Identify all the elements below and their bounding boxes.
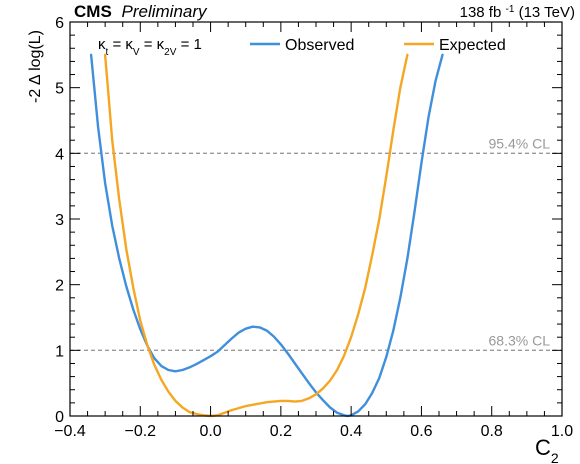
series-line-observed <box>89 53 444 418</box>
y-tick-label: 6 <box>55 15 64 32</box>
legend-label-observed: Observed <box>285 37 354 54</box>
y-tick-label: 1 <box>55 343 64 360</box>
x-axis-label: C2 <box>535 435 559 464</box>
experiment-label: CMS <box>74 2 112 21</box>
svg-text:CMS Preliminary: CMS Preliminary <box>74 2 208 21</box>
series-line-expected <box>103 53 409 418</box>
x-tick-label: −0.2 <box>124 423 156 440</box>
status-label: Preliminary <box>122 2 209 21</box>
legend-label-expected: Expected <box>439 37 506 54</box>
x-tick-label: 0.4 <box>340 423 362 440</box>
coupling-condition-label: κt = κV = κ2V = 1 <box>98 36 202 58</box>
reference-line-label-1: 68.3% CL <box>489 332 551 348</box>
axes-group: −0.4 −0.2 0.0 0.2 0.4 0.6 0.8 1.0 0 1 2 3 4 5 6 <box>54 15 573 440</box>
y-axis-label: -2 Δ log(L) <box>27 30 44 103</box>
legend: Observed Expected <box>250 37 506 54</box>
x-tick-label: −0.4 <box>54 423 86 440</box>
reference-line-label-0: 95.4% CL <box>489 135 551 151</box>
plot-area: 95.4% CL 68.3% CL −0.4 −0.2 0.0 0.2 0.4 0.6 0.8… <box>54 15 573 440</box>
series-group <box>89 53 444 418</box>
chart-header: CMS Preliminary 138 fb -1 (13 TeV) <box>74 2 575 21</box>
y-tick-label: 4 <box>55 146 64 163</box>
reference-lines: 95.4% CL 68.3% CL <box>70 135 562 351</box>
y-tick-label: 2 <box>55 278 64 295</box>
x-tick-label: 0.2 <box>270 423 292 440</box>
x-tick-label: 0.6 <box>410 423 432 440</box>
y-tick-label: 0 <box>55 409 64 426</box>
y-tick-label: 3 <box>55 212 64 229</box>
y-tick-label: 5 <box>55 81 64 98</box>
x-tick-label: 0.0 <box>199 423 221 440</box>
x-tick-label: 0.8 <box>481 423 503 440</box>
lumi-value: 138 fb <box>460 4 502 21</box>
plot-frame <box>69 21 563 417</box>
x-tick-label: 1.0 <box>551 423 573 440</box>
lumi-exponent: -1 <box>506 4 515 15</box>
energy-value: (13 TeV) <box>519 4 575 21</box>
luminosity-label: 138 fb -1 (13 TeV) <box>460 4 575 22</box>
